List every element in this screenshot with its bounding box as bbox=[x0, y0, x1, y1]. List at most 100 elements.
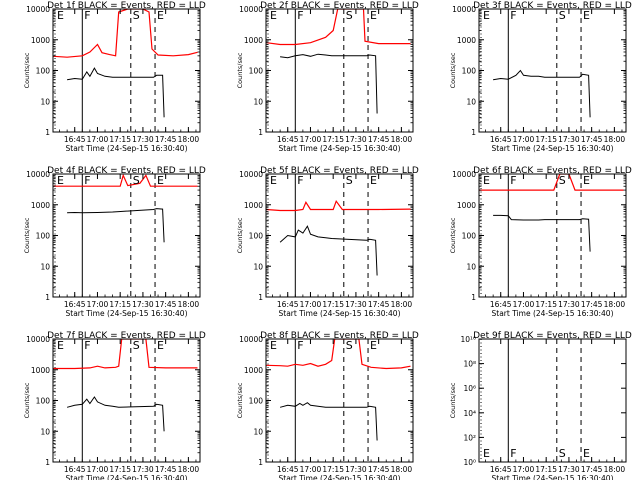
marker-label: F bbox=[510, 9, 516, 22]
panel-title: Det 2f BLACK = Events, RED = LLD bbox=[260, 1, 419, 11]
x-axis-label: Start Time (24-Sep-15 16:30:40) bbox=[492, 309, 614, 318]
x-tick-label: 17:00 bbox=[513, 465, 535, 474]
x-tick-label: 17:00 bbox=[300, 135, 322, 144]
y-tick-label: 10 bbox=[40, 262, 50, 271]
marker-label: E bbox=[583, 447, 590, 460]
panel-title: Det 3f BLACK = Events, RED = LLD bbox=[473, 1, 632, 11]
x-axis-label: Start Time (24-Sep-15 16:30:40) bbox=[279, 144, 401, 153]
y-tick-label: 100 bbox=[36, 67, 51, 76]
marker-label: F bbox=[510, 447, 516, 460]
marker-label: E bbox=[57, 9, 64, 22]
series-black bbox=[493, 69, 591, 118]
x-axis-label: Start Time (24-Sep-15 16:30:40) bbox=[66, 309, 188, 318]
marker-label: F bbox=[510, 174, 516, 187]
y-tick-label: 1 bbox=[258, 293, 263, 302]
y-axis-label: Counts/sec bbox=[449, 52, 457, 88]
marker-label: E bbox=[483, 447, 490, 460]
marker-label: S bbox=[346, 174, 353, 187]
x-axis-label: Start Time (24-Sep-15 16:30:40) bbox=[279, 474, 401, 480]
y-axis-label: Counts/sec bbox=[23, 217, 31, 253]
panel-title: Det 1f BLACK = Events, RED = LLD bbox=[47, 1, 206, 11]
x-tick-label: 17:30 bbox=[558, 465, 580, 474]
y-tick-label: 10 bbox=[466, 97, 476, 106]
marker-label: E bbox=[270, 174, 277, 187]
y-tick-label: 10000 bbox=[26, 170, 50, 179]
x-axis-label: Start Time (24-Sep-15 16:30:40) bbox=[492, 144, 614, 153]
y-tick-label: 100 bbox=[462, 232, 477, 241]
x-axis-label: Start Time (24-Sep-15 16:30:40) bbox=[492, 474, 614, 480]
y-tick-label: 10 bbox=[253, 97, 263, 106]
x-tick-label: 17:30 bbox=[558, 135, 580, 144]
x-tick-label: 17:15 bbox=[535, 300, 557, 309]
x-tick-label: 18:00 bbox=[178, 135, 200, 144]
plot-frame bbox=[478, 173, 627, 298]
marker-label: S bbox=[346, 339, 353, 352]
x-tick-label: 17:15 bbox=[322, 135, 344, 144]
x-tick-label: 17:45 bbox=[368, 300, 390, 309]
panel-title: Det 5f BLACK = Events, RED = LLD bbox=[260, 166, 419, 176]
y-tick-label: 1 bbox=[258, 128, 263, 137]
x-tick-label: 17:30 bbox=[345, 465, 367, 474]
series-red bbox=[266, 199, 411, 212]
x-tick-label: 17:15 bbox=[535, 465, 557, 474]
series-red bbox=[53, 339, 198, 370]
x-tick-label: 18:00 bbox=[604, 465, 626, 474]
y-tick-label: 10000 bbox=[452, 5, 476, 14]
marker-label: E bbox=[270, 339, 277, 352]
x-tick-label: 16:45 bbox=[64, 135, 86, 144]
y-tick-label: 10 bbox=[466, 262, 476, 271]
marker-label: S bbox=[559, 9, 566, 22]
x-tick-label: 18:00 bbox=[178, 300, 200, 309]
x-tick-label: 17:00 bbox=[300, 300, 322, 309]
marker-label: F bbox=[297, 339, 303, 352]
panel-title: Det 7f BLACK = Events, RED = LLD bbox=[47, 331, 206, 341]
series-black bbox=[67, 67, 165, 118]
panel-title: Det 6f BLACK = Events, RED = LLD bbox=[473, 166, 632, 176]
marker-label: E bbox=[270, 9, 277, 22]
marker-label: S bbox=[133, 9, 140, 22]
marker-label: F bbox=[297, 174, 303, 187]
x-tick-label: 17:15 bbox=[322, 465, 344, 474]
x-tick-label: 17:00 bbox=[513, 135, 535, 144]
x-tick-label: 17:45 bbox=[155, 465, 177, 474]
series-red bbox=[479, 174, 624, 191]
x-tick-label: 17:15 bbox=[109, 300, 131, 309]
y-axis-label: Counts/sec bbox=[236, 52, 244, 88]
y-tick-label: 10¹⁰ bbox=[460, 335, 476, 344]
y-tick-label: 10⁸ bbox=[463, 360, 476, 369]
series-red bbox=[266, 9, 411, 46]
y-tick-label: 1 bbox=[45, 128, 50, 137]
plot-frame bbox=[52, 8, 201, 133]
y-axis-label: Counts/sec bbox=[449, 382, 457, 418]
x-tick-label: 17:45 bbox=[368, 465, 390, 474]
x-tick-label: 16:45 bbox=[277, 465, 299, 474]
y-tick-label: 1000 bbox=[31, 201, 50, 210]
y-tick-label: 10 bbox=[253, 427, 263, 436]
y-tick-label: 10² bbox=[463, 433, 476, 442]
x-tick-label: 17:30 bbox=[132, 135, 154, 144]
y-tick-label: 100 bbox=[249, 232, 264, 241]
x-axis-label: Start Time (24-Sep-15 16:30:40) bbox=[66, 144, 188, 153]
marker-label: E bbox=[583, 174, 590, 187]
y-tick-label: 1000 bbox=[31, 366, 50, 375]
series-black bbox=[493, 214, 591, 252]
marker-label: E bbox=[157, 339, 164, 352]
panel-title: Det 8f BLACK = Events, RED = LLD bbox=[260, 331, 419, 341]
plot-frame bbox=[265, 8, 414, 133]
x-tick-label: 17:30 bbox=[345, 135, 367, 144]
panel-title: Det 4f BLACK = Events, RED = LLD bbox=[47, 166, 206, 176]
x-tick-label: 16:45 bbox=[64, 465, 86, 474]
x-tick-label: 16:45 bbox=[490, 135, 512, 144]
marker-label: F bbox=[84, 174, 90, 187]
marker-label: E bbox=[483, 174, 490, 187]
x-tick-label: 18:00 bbox=[604, 135, 626, 144]
y-axis-label: Counts/sec bbox=[23, 52, 31, 88]
y-tick-label: 10000 bbox=[239, 5, 263, 14]
y-tick-label: 10⁴ bbox=[463, 409, 476, 418]
plot-frame bbox=[52, 173, 201, 298]
y-tick-label: 10⁶ bbox=[463, 384, 476, 393]
